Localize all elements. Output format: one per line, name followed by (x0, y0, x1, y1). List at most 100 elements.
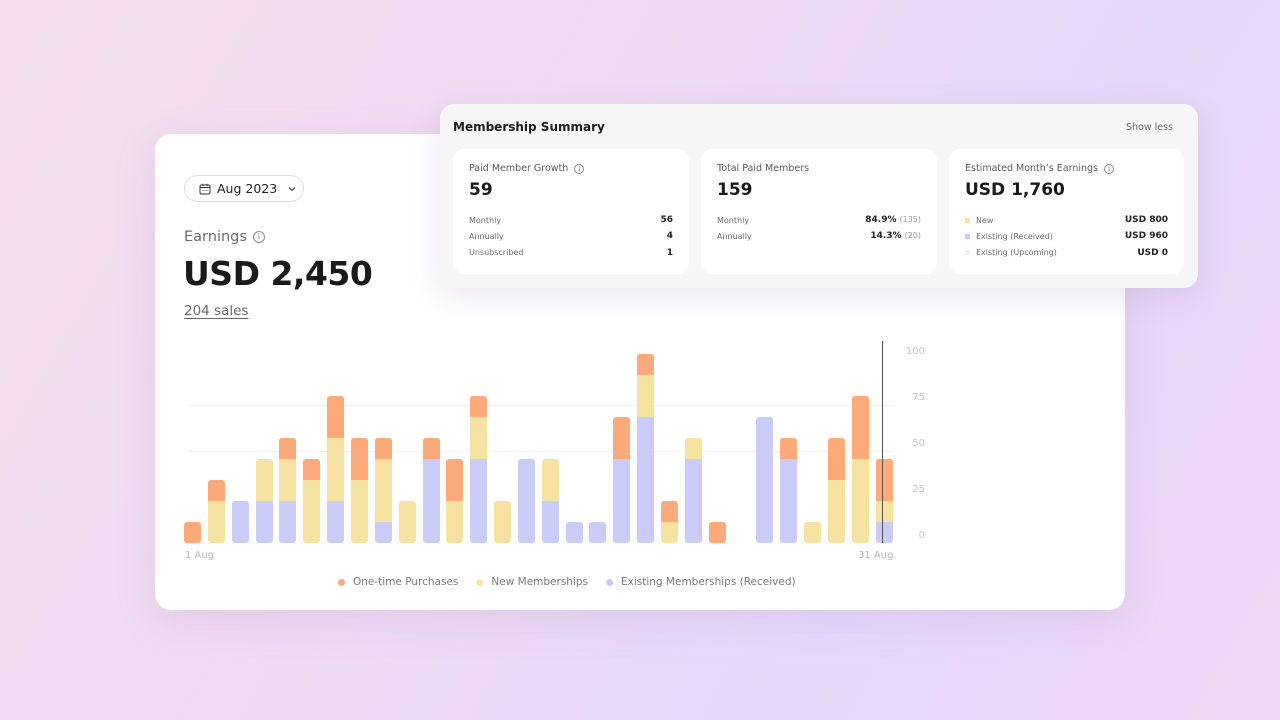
legend-label: Existing Memberships (Received) (621, 576, 796, 588)
bar-day-27[interactable] (804, 521, 822, 543)
stat-row: Existing (Upcoming) USD 0 (965, 245, 1168, 261)
row-value: USD 0 (1137, 247, 1168, 258)
bar-day-25[interactable] (756, 416, 774, 543)
row-label: Unsubscribed (469, 248, 524, 258)
bar-segment-new (279, 458, 297, 501)
bar-day-8[interactable] (350, 437, 368, 543)
bar-day-18[interactable] (589, 521, 607, 543)
bar-day-22[interactable] (684, 437, 702, 543)
y-tick: 0 (918, 530, 925, 541)
row-label: New (976, 215, 994, 225)
bar-segment-existing (541, 500, 559, 543)
bar-day-12[interactable] (446, 458, 464, 543)
legend-item-existing[interactable]: Existing Memberships (Received) (606, 576, 796, 588)
bar-segment-onetime (207, 479, 225, 501)
bar-segment-existing (637, 416, 655, 543)
bar-day-7[interactable] (327, 395, 345, 543)
info-icon[interactable]: i (252, 231, 265, 243)
earnings-amount: USD 2,450 (183, 254, 373, 293)
month-picker-label: Aug 2023 (217, 181, 278, 196)
bar-day-15[interactable] (517, 458, 535, 543)
legend-label: One-time Purchases (353, 576, 459, 588)
y-tick: 75 (912, 392, 925, 403)
bar-day-29[interactable] (851, 395, 869, 543)
bar-segment-new (827, 479, 845, 543)
row-value: USD 800 (1124, 215, 1168, 226)
x-tick-start: 1 Aug (185, 550, 215, 561)
stat-title-text: Total Paid Members (717, 163, 810, 174)
row-value: 4 (666, 231, 673, 242)
paid-member-growth-card: Paid Member Growth i 59 Monthly 56 Annua… (453, 149, 689, 274)
legend-item-new[interactable]: New Memberships (476, 576, 588, 588)
bar-day-10[interactable] (398, 500, 416, 543)
row-value: 84.9% (865, 215, 897, 226)
bar-segment-onetime (279, 437, 297, 459)
sales-count-link[interactable]: 204 sales (184, 303, 249, 319)
stat-title-text: Estimated Month’s Earnings (965, 163, 1098, 174)
bar-day-20[interactable] (637, 353, 655, 543)
bar-day-23[interactable] (708, 521, 726, 543)
info-icon[interactable]: i (1104, 163, 1114, 174)
bar-segment-onetime (827, 437, 845, 480)
stat-value: 59 (469, 180, 493, 200)
chevron-down-icon (287, 185, 297, 193)
bar-day-26[interactable] (780, 437, 798, 543)
row-value: 1 (666, 247, 673, 258)
bar-segment-onetime (184, 521, 201, 543)
month-picker-button[interactable]: Aug 2023 (184, 175, 304, 202)
bar-segment-onetime (613, 416, 631, 459)
bar-segment-existing (327, 500, 345, 543)
bar-segment-new (303, 479, 321, 543)
bar-day-19[interactable] (613, 416, 631, 543)
stat-row: Monthly 56 (469, 212, 673, 228)
bar-day-11[interactable] (422, 437, 440, 543)
bar-day-30[interactable] (875, 458, 893, 543)
info-icon[interactable]: i (574, 163, 585, 174)
legend-item-onetime[interactable]: One-time Purchases (338, 576, 458, 588)
bar-segment-new (494, 500, 512, 543)
legend-dot-icon (606, 578, 613, 586)
total-paid-members-card: Total Paid Members 159 Monthly 84.9% (135… (701, 149, 937, 274)
bar-day-14[interactable] (494, 500, 512, 543)
row-count: (135) (899, 215, 921, 225)
bar-segment-new (255, 458, 273, 501)
bar-day-2[interactable] (207, 479, 225, 543)
y-tick: 100 (905, 346, 925, 357)
x-tick-end: 31 Aug (858, 550, 894, 561)
bar-segment-new (637, 374, 655, 417)
y-tick: 50 (912, 438, 925, 449)
bar-segment-new (804, 521, 822, 543)
bar-segment-onetime (422, 437, 440, 459)
estimated-earnings-card: Estimated Month’s Earnings i USD 1,760 N… (949, 149, 1184, 274)
bar-day-9[interactable] (374, 437, 392, 543)
bar-segment-new (875, 500, 893, 522)
bar-segment-new (661, 521, 678, 543)
gridline (188, 405, 893, 406)
show-less-button[interactable]: Show less (1125, 122, 1173, 133)
legend-dot-icon (476, 578, 484, 586)
bar-day-5[interactable] (279, 437, 297, 543)
bar-day-16[interactable] (541, 458, 559, 543)
bar-day-13[interactable] (470, 395, 488, 543)
bar-day-3[interactable] (231, 500, 249, 543)
bar-segment-new (374, 458, 392, 522)
existing-received-swatch-icon (965, 233, 970, 239)
bar-day-21[interactable] (661, 500, 678, 543)
stat-title-text: Paid Member Growth (469, 163, 569, 174)
bar-day-28[interactable] (827, 437, 845, 543)
row-value: 56 (660, 215, 673, 226)
calendar-icon (199, 183, 211, 195)
bar-segment-onetime (637, 353, 655, 375)
row-label: Annually (717, 231, 752, 241)
bar-segment-new (398, 500, 416, 543)
bar-day-1[interactable] (184, 521, 201, 543)
bar-segment-existing (565, 521, 583, 543)
existing-upcoming-swatch-icon (965, 250, 970, 256)
bar-day-17[interactable] (565, 521, 583, 543)
bar-segment-onetime (851, 395, 869, 459)
bar-segment-new (851, 458, 869, 543)
bar-day-4[interactable] (255, 458, 273, 543)
bar-segment-onetime (875, 458, 893, 501)
bar-segment-onetime (303, 458, 321, 480)
bar-day-6[interactable] (303, 458, 321, 543)
